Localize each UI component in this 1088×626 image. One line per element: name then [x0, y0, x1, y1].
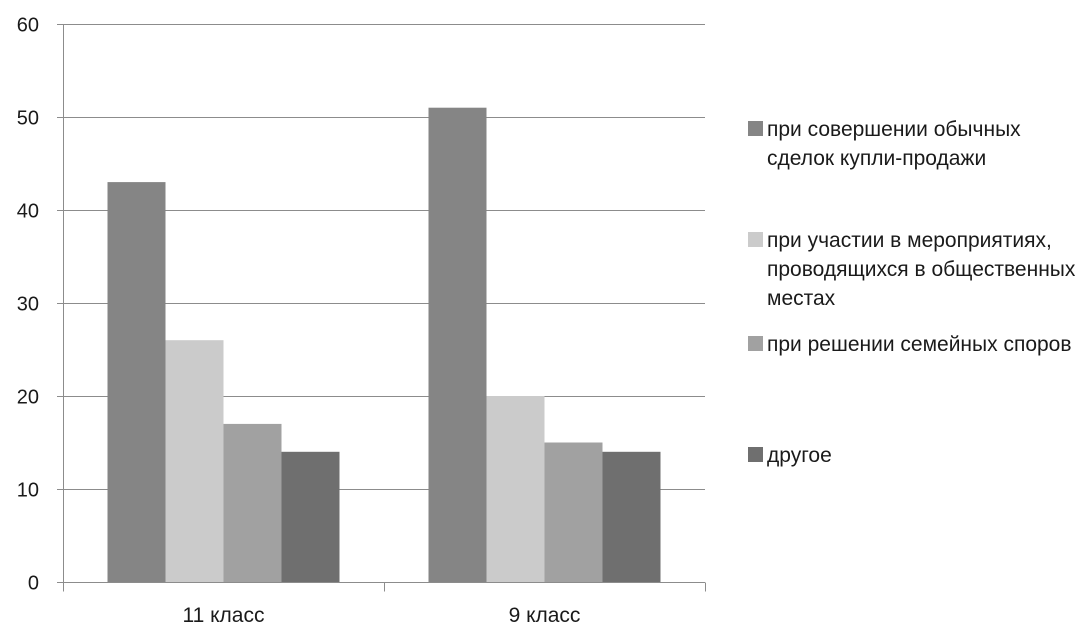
legend-item: при решении семейных споров — [748, 330, 1087, 359]
y-tick-label: 60 — [17, 15, 39, 37]
bar — [108, 182, 166, 582]
y-tick-labels: 0 10 20 30 40 50 60 — [17, 15, 39, 595]
bar — [282, 452, 340, 582]
legend-label: при участии в мероприятиях, проводящихся… — [767, 226, 1087, 313]
legend-swatch — [748, 447, 763, 462]
y-tick-label: 0 — [28, 573, 39, 595]
bar — [545, 443, 603, 583]
legend-item: при совершении обычных сделок купли-прод… — [748, 115, 1087, 173]
legend-item: при участии в мероприятиях, проводящихся… — [748, 226, 1087, 313]
y-tick-label: 10 — [17, 480, 39, 502]
x-tick-label: 11 класс — [183, 604, 265, 626]
y-tick-label: 40 — [17, 201, 39, 223]
bar — [603, 452, 661, 582]
legend-swatch — [748, 121, 763, 136]
legend-swatch — [748, 232, 763, 247]
x-tick-labels: 11 класс 9 класс — [183, 604, 581, 626]
y-tick-label: 50 — [17, 108, 39, 130]
legend-label: другое — [767, 441, 1087, 470]
legend-label: при решении семейных споров — [767, 330, 1087, 359]
legend-label: при совершении обычных сделок купли-прод… — [767, 115, 1087, 173]
bar — [487, 396, 545, 582]
y-tick-label: 30 — [17, 294, 39, 316]
bar — [224, 424, 282, 582]
bar — [429, 108, 487, 582]
x-tick-label: 9 класс — [509, 604, 581, 626]
legend-item: другое — [748, 441, 1087, 470]
bars — [108, 108, 661, 582]
legend-swatch — [748, 336, 763, 351]
bar — [166, 340, 224, 582]
y-tick-label: 20 — [17, 387, 39, 409]
